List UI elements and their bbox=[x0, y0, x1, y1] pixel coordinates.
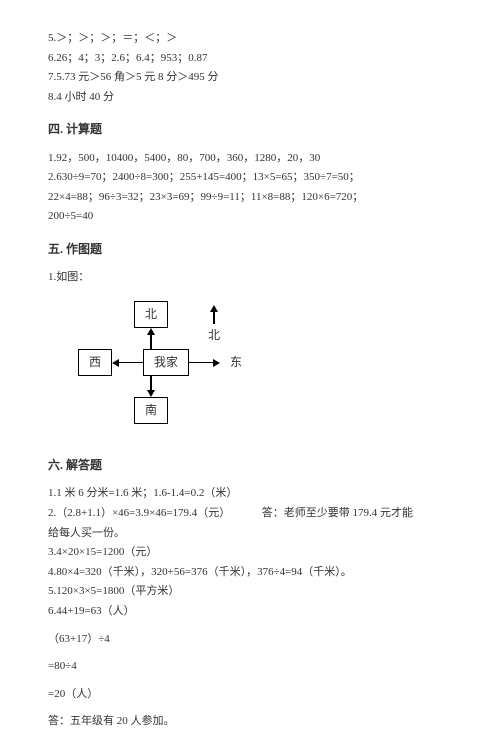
text-line: 1.92，500，10400，5400，80，700，360，1280，20，3… bbox=[48, 150, 452, 168]
text-line: 2.（2.8+1.1）×46=3.9×46=179.4（元） 答：老师至少要带 … bbox=[48, 505, 452, 523]
text-line: 1.如图： bbox=[48, 269, 452, 287]
text-line: 5.120×3×5=1800（平方米） bbox=[48, 583, 452, 601]
direction-diagram: 北 北 西 我家 东 南 bbox=[78, 301, 452, 425]
text-line: （63+17）÷4 bbox=[48, 631, 452, 649]
text-line: 1.1 米 6 分米=1.6 米；1.6-1.4=0.2（米） bbox=[48, 485, 452, 503]
node-south: 南 bbox=[134, 397, 168, 424]
section6-title: 六. 解答题 bbox=[48, 456, 452, 475]
section4-title: 四. 计算题 bbox=[48, 120, 452, 139]
text-line: 7.5.73 元＞56 角＞5 元 8 分＞495 分 bbox=[48, 69, 452, 87]
text-line: 5.＞；＞；＞；＝；＜；＞ bbox=[48, 30, 452, 48]
text-line: =20（人） bbox=[48, 686, 452, 704]
text-span: 2.（2.8+1.1）×46=3.9×46=179.4（元） bbox=[48, 507, 230, 519]
arrow-down-icon bbox=[147, 390, 155, 397]
text-line: 6.44+19=63（人） bbox=[48, 603, 452, 621]
text-line: 8.4 小时 40 分 bbox=[48, 89, 452, 107]
arrow-up-icon bbox=[147, 328, 155, 335]
node-north: 北 bbox=[134, 301, 168, 328]
text-line: 3.4×20×15=1200（元） bbox=[48, 544, 452, 562]
text-line: 给每人买一份。 bbox=[48, 525, 452, 543]
text-line: 22×4=88；96÷3=32；23×3=69；99÷9=11；11×8=88；… bbox=[48, 189, 452, 207]
north-label: 北 bbox=[208, 326, 220, 345]
text-line: 4.80×4=320（千米），320+56=376（千米），376÷4=94（千… bbox=[48, 564, 452, 582]
text-line: 200÷5=40 bbox=[48, 208, 452, 226]
node-center: 我家 bbox=[143, 349, 189, 376]
text-line: 2.630÷9=70；2400÷8=300；255+145=400；13×5=6… bbox=[48, 169, 452, 187]
arrow-left-icon bbox=[112, 359, 119, 367]
arrow-right-icon bbox=[213, 359, 220, 367]
node-west: 西 bbox=[78, 349, 112, 376]
text-line: 6.26；4；3；2.6；6.4；953；0.87 bbox=[48, 50, 452, 68]
text-line: 答：五年级有 20 人参加。 bbox=[48, 713, 452, 731]
section5-title: 五. 作图题 bbox=[48, 240, 452, 259]
text-line: =80÷4 bbox=[48, 658, 452, 676]
text-span: 答：老师至少要带 179.4 元才能 bbox=[262, 507, 413, 519]
arrow-up-icon bbox=[210, 305, 218, 312]
node-east: 东 bbox=[220, 350, 252, 375]
north-indicator: 北 bbox=[208, 305, 220, 345]
